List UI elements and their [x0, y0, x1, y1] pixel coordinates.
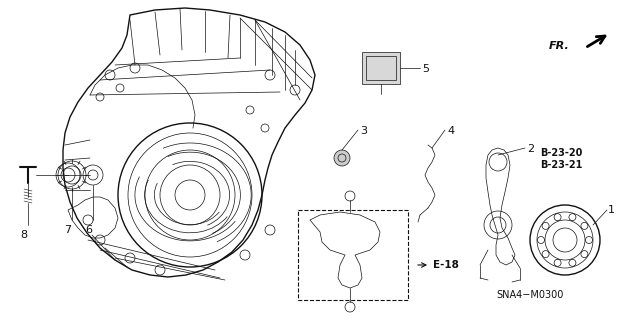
Text: E-18: E-18: [433, 260, 459, 270]
Polygon shape: [362, 52, 400, 84]
Text: 5: 5: [422, 64, 429, 74]
Text: 7: 7: [65, 225, 72, 235]
Circle shape: [334, 150, 350, 166]
Text: B-23-21: B-23-21: [540, 160, 582, 170]
Text: 8: 8: [20, 230, 28, 240]
Text: FR.: FR.: [549, 41, 570, 51]
Text: 4: 4: [447, 126, 454, 136]
Text: 3: 3: [360, 126, 367, 136]
Text: 2: 2: [527, 144, 534, 154]
Text: B-23-20: B-23-20: [540, 148, 582, 158]
Text: 1: 1: [608, 205, 615, 215]
Bar: [298, 210, 408, 300]
Text: 6: 6: [86, 225, 93, 235]
Text: SNA4−M0300: SNA4−M0300: [496, 290, 564, 300]
